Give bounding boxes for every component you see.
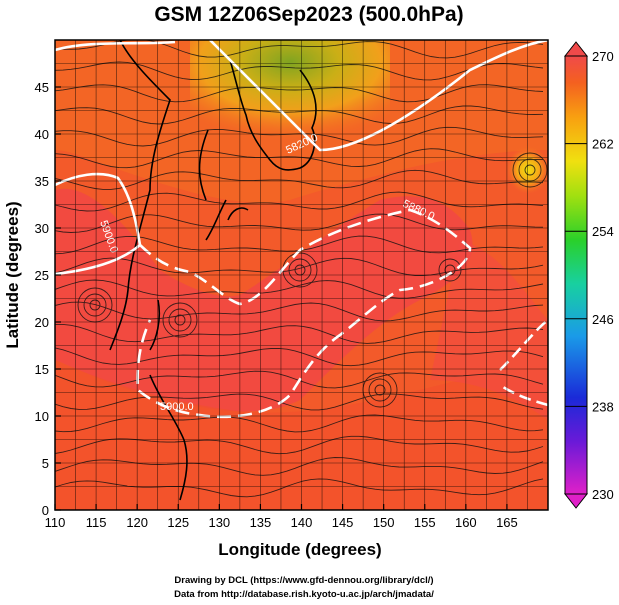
colorbar-tick-label: 230 <box>592 487 614 502</box>
coastline-china <box>109 40 171 351</box>
colorbar-tick-label: 270 <box>592 49 614 64</box>
x-tick-label: 155 <box>414 515 436 530</box>
x-axis-ticks: 110 115 120 125 130 135 140 145 150 155 160 165 <box>45 504 518 530</box>
streamline-eddy <box>288 258 312 282</box>
streamline-eddy <box>168 308 192 332</box>
y-tick-label: 30 <box>35 221 49 236</box>
colorbar-tick-label: 246 <box>592 312 614 327</box>
east-warm-zone <box>430 240 548 420</box>
y-tick-label: 10 <box>35 409 49 424</box>
x-tick-label: 145 <box>332 515 354 530</box>
colorbar-bottom-arrow <box>563 493 589 509</box>
colorbar: 230 238 246 254 262 270 <box>563 41 614 509</box>
streamline <box>55 347 544 367</box>
credit-data: Data from http://database.rish.kyoto-u.a… <box>174 589 434 600</box>
y-tick-label: 25 <box>35 268 49 283</box>
streamline-eddy <box>162 302 198 338</box>
streamline-eddy <box>524 164 536 176</box>
x-axis-label: Longitude (degrees) <box>218 540 381 559</box>
streamline-eddy <box>512 152 548 188</box>
colorbar-top-arrow <box>563 41 589 57</box>
x-tick-label: 150 <box>373 515 395 530</box>
streamline-eddy <box>374 384 386 396</box>
credit-drawing: Drawing by DCL (https://www.gfd-dennou.o… <box>174 575 433 586</box>
streamline <box>55 478 544 498</box>
streamline <box>55 414 544 433</box>
x-tick-label: 160 <box>455 515 477 530</box>
streamline-eddy <box>368 378 392 402</box>
colorbar-ticks: 230 238 246 254 262 270 <box>565 49 614 502</box>
contour-5880 <box>55 172 142 276</box>
y-tick-label: 20 <box>35 315 49 330</box>
streamline <box>55 393 544 411</box>
streamline <box>55 40 544 59</box>
streamline-eddy <box>83 293 107 317</box>
streamline <box>55 213 544 233</box>
colorbar-bar <box>564 55 588 495</box>
x-tick-label: 125 <box>167 515 189 530</box>
x-tick-label: 165 <box>496 515 518 530</box>
y-tick-label: 35 <box>35 174 49 189</box>
streamline <box>55 279 544 299</box>
y-tick-label: 0 <box>42 503 49 518</box>
streamline-eddy <box>174 314 186 326</box>
y-axis-ticks: 0 5 10 15 20 25 30 35 40 45 <box>35 80 61 518</box>
coastline-japan-korea <box>198 59 317 241</box>
x-tick-label: 135 <box>250 515 272 530</box>
colorbar-tick-label: 238 <box>592 399 614 414</box>
streamline-eddy <box>89 299 101 311</box>
streamline <box>55 323 544 344</box>
contour-label: 5900.0 <box>160 401 194 413</box>
x-tick-label: 130 <box>208 515 230 530</box>
streamline <box>55 191 544 212</box>
streamline <box>55 301 544 322</box>
x-tick-label: 120 <box>126 515 148 530</box>
lat-lon-grid <box>55 40 548 510</box>
streamline <box>55 169 544 190</box>
streamline-eddy <box>438 258 462 282</box>
streamline <box>55 84 544 103</box>
y-axis-label: Latitude (degrees) <box>3 201 22 348</box>
contour-5820 <box>499 318 548 407</box>
x-tick-label: 110 <box>45 515 66 530</box>
streamline <box>55 105 544 125</box>
x-tick-label: 115 <box>86 515 107 530</box>
chart-title: GSM 12Z06Sep2023 (500.0hPa) <box>154 3 463 26</box>
y-tick-label: 15 <box>35 362 49 377</box>
streamline <box>55 257 544 276</box>
y-tick-label: 5 <box>42 456 49 471</box>
cold-trough <box>190 40 390 150</box>
colorbar-tick-label: 254 <box>592 224 614 239</box>
y-tick-label: 45 <box>35 80 49 95</box>
high-temperature-zone <box>55 188 473 412</box>
x-tick-label: 140 <box>291 515 313 530</box>
y-tick-label: 40 <box>35 127 49 142</box>
colorbar-tick-label: 262 <box>592 137 614 152</box>
